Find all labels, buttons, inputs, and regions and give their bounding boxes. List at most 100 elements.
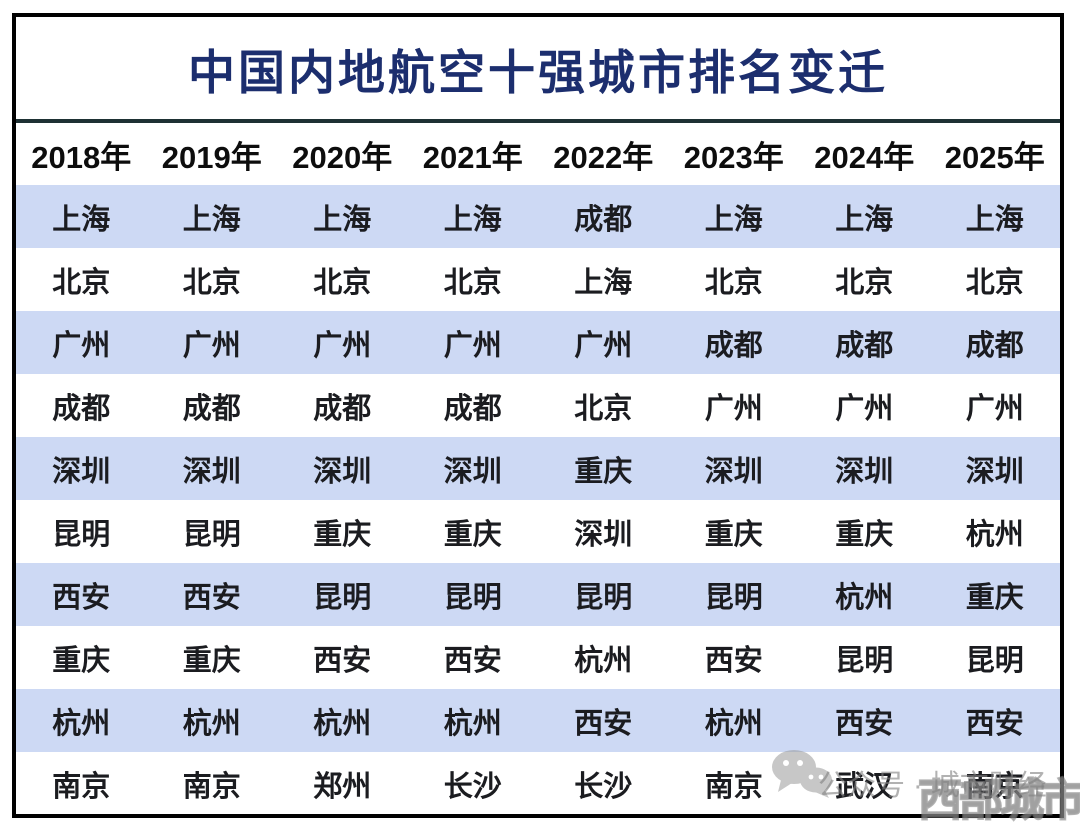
city-cell: 西安 (313, 644, 372, 677)
city-cell: 广州 (313, 329, 372, 362)
city-cell: 深圳 (704, 455, 763, 488)
city-cell: 成都 (835, 329, 894, 362)
year-header-2025: 2025年 (944, 139, 1045, 175)
ranking-table-frame: 中国内地航空十强城市排名变迁 2018年 2019年 2020年 2021年 2022年… (12, 13, 1064, 818)
city-cell: 成都 (313, 392, 372, 425)
city-cell: 广州 (443, 329, 502, 362)
city-cell: 南京 (52, 770, 111, 803)
rank-row-7: 西安 西安 昆明 昆明 昆明 昆明 杭州 重庆 (16, 563, 1060, 626)
city-cell: 北京 (835, 266, 894, 299)
city-cell: 昆明 (52, 518, 111, 551)
rank-row-4: 成都 成都 成都 成都 北京 广州 广州 广州 (16, 374, 1060, 437)
city-cell: 成都 (965, 329, 1024, 362)
city-cell: 杭州 (835, 581, 894, 614)
ranking-table-body: 上海 上海 上海 上海 成都 上海 上海 上海 北京 北京 北京 北京 上海 北京 北京 北京 广州 广州 广州 广州… (16, 185, 1060, 815)
city-cell: 杭州 (965, 518, 1024, 551)
city-cell: 广州 (704, 392, 763, 425)
city-cell: 上海 (443, 203, 502, 236)
year-header-2024: 2024年 (814, 139, 915, 175)
city-cell: 北京 (704, 266, 763, 299)
city-cell: 深圳 (52, 455, 111, 488)
city-cell: 昆明 (182, 518, 241, 551)
title-bar: 中国内地航空十强城市排名变迁 (16, 17, 1060, 119)
city-cell: 重庆 (704, 518, 763, 551)
page-title: 中国内地航空十强城市排名变迁 (188, 45, 888, 99)
city-cell: 昆明 (443, 581, 502, 614)
city-cell: 南京 (704, 770, 763, 803)
city-cell: 重庆 (182, 644, 241, 677)
year-header-row: 2018年 2019年 2020年 2021年 2022年 2023年 2024年 2025年 (16, 123, 1060, 185)
city-cell: 西安 (835, 707, 894, 740)
city-cell: 西安 (52, 581, 111, 614)
city-cell: 广州 (574, 329, 633, 362)
rank-row-1: 上海 上海 上海 上海 成都 上海 上海 上海 (16, 185, 1060, 248)
city-cell: 重庆 (313, 518, 372, 551)
city-cell: 重庆 (52, 644, 111, 677)
year-header-2020: 2020年 (292, 139, 393, 175)
city-cell: 杭州 (574, 644, 633, 677)
city-cell: 重庆 (574, 455, 633, 488)
city-cell: 南京 (965, 770, 1024, 803)
city-cell: 上海 (182, 203, 241, 236)
city-cell: 重庆 (443, 518, 502, 551)
year-header-2022: 2022年 (553, 139, 654, 175)
city-cell: 成都 (574, 203, 633, 236)
rank-row-5: 深圳 深圳 深圳 深圳 重庆 深圳 深圳 深圳 (16, 437, 1060, 500)
city-cell: 上海 (574, 266, 633, 299)
title-divider (16, 119, 1060, 123)
rank-row-8: 重庆 重庆 西安 西安 杭州 西安 昆明 昆明 (16, 626, 1060, 689)
city-cell: 长沙 (443, 770, 502, 803)
city-cell: 西安 (182, 581, 241, 614)
city-cell: 成都 (52, 392, 111, 425)
city-cell: 杭州 (704, 707, 763, 740)
city-cell: 昆明 (313, 581, 372, 614)
city-cell: 重庆 (835, 518, 894, 551)
city-cell: 广州 (835, 392, 894, 425)
city-cell: 昆明 (965, 644, 1024, 677)
city-cell: 深圳 (835, 455, 894, 488)
city-cell: 武汉 (835, 770, 894, 803)
city-cell: 成都 (182, 392, 241, 425)
city-cell: 郑州 (313, 770, 372, 803)
year-header-2019: 2019年 (161, 139, 262, 175)
rank-row-9: 杭州 杭州 杭州 杭州 西安 杭州 西安 西安 (16, 689, 1060, 752)
city-cell: 广州 (965, 392, 1024, 425)
city-cell: 深圳 (443, 455, 502, 488)
city-cell: 北京 (965, 266, 1024, 299)
city-cell: 重庆 (965, 581, 1024, 614)
city-cell: 成都 (704, 329, 763, 362)
city-cell: 南京 (182, 770, 241, 803)
city-cell: 昆明 (574, 581, 633, 614)
city-cell: 广州 (182, 329, 241, 362)
city-cell: 深圳 (574, 518, 633, 551)
city-cell: 西安 (704, 644, 763, 677)
year-header-2023: 2023年 (683, 139, 784, 175)
rank-row-2: 北京 北京 北京 北京 上海 北京 北京 北京 (16, 248, 1060, 311)
rank-row-3: 广州 广州 广州 广州 广州 成都 成都 成都 (16, 311, 1060, 374)
city-cell: 昆明 (704, 581, 763, 614)
city-cell: 北京 (574, 392, 633, 425)
city-cell: 杭州 (182, 707, 241, 740)
city-cell: 上海 (835, 203, 894, 236)
city-cell: 杭州 (52, 707, 111, 740)
city-cell: 北京 (313, 266, 372, 299)
city-cell: 深圳 (965, 455, 1024, 488)
city-cell: 北京 (443, 266, 502, 299)
city-cell: 西安 (574, 707, 633, 740)
city-cell: 上海 (52, 203, 111, 236)
city-cell: 西安 (965, 707, 1024, 740)
city-cell: 西安 (443, 644, 502, 677)
city-cell: 深圳 (313, 455, 372, 488)
city-cell: 上海 (704, 203, 763, 236)
city-cell: 深圳 (182, 455, 241, 488)
city-cell: 杭州 (313, 707, 372, 740)
rank-row-10: 南京 南京 郑州 长沙 长沙 南京 武汉 南京 (16, 752, 1060, 815)
year-header-2021: 2021年 (422, 139, 523, 175)
city-cell: 杭州 (443, 707, 502, 740)
city-cell: 北京 (182, 266, 241, 299)
city-cell: 昆明 (835, 644, 894, 677)
city-cell: 成都 (443, 392, 502, 425)
city-cell: 上海 (313, 203, 372, 236)
city-cell: 上海 (965, 203, 1024, 236)
